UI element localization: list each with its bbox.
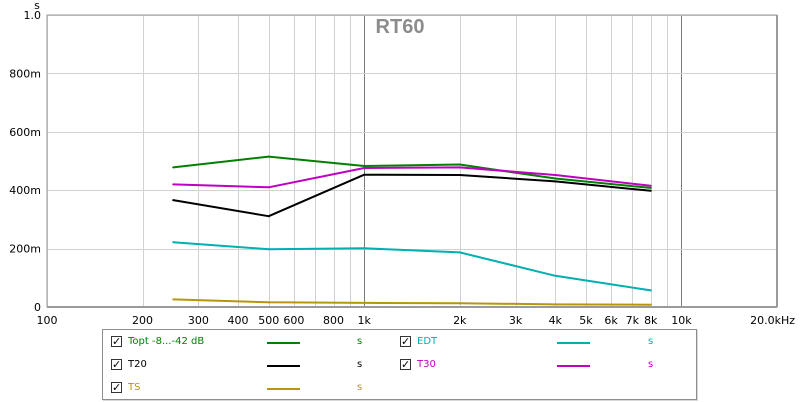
data-point: [267, 215, 270, 218]
legend-entry-ts[interactable]: ✓ TS s: [111, 380, 401, 398]
data-point: [172, 166, 175, 169]
x-tick-label: 10k: [671, 314, 692, 327]
x-tick-label: 400: [228, 314, 249, 327]
legend-swatch: [557, 342, 590, 344]
legend-entry-t30[interactable]: ✓ T30 s: [400, 357, 690, 375]
data-point: [267, 301, 270, 304]
data-point: [363, 173, 366, 176]
y-axis-label: s: [34, 0, 40, 12]
x-tick-label: 5k: [579, 314, 593, 327]
x-tick-label: 4k: [549, 314, 563, 327]
data-point: [458, 251, 461, 254]
x-tick-label: 600: [283, 314, 304, 327]
data-point: [649, 289, 652, 292]
legend-label: TS: [128, 382, 141, 393]
y-tick-label: 0: [34, 301, 41, 314]
legend-unit: s: [357, 336, 363, 347]
data-point: [458, 174, 461, 177]
series-line: [173, 173, 651, 218]
x-tick-label: 1k: [358, 314, 372, 327]
y-tick-label: 800m: [9, 67, 41, 80]
data-point: [649, 189, 652, 192]
x-tick-label: 200: [132, 314, 153, 327]
x-tick-label: 2k: [453, 314, 467, 327]
data-point: [554, 177, 557, 180]
data-point: [267, 248, 270, 251]
series-edt: [172, 241, 652, 292]
series-t30: [172, 166, 652, 189]
data-point: [172, 298, 175, 301]
data-point: [267, 155, 270, 158]
legend-unit: s: [357, 382, 363, 393]
data-point: [649, 303, 652, 306]
data-point: [554, 274, 557, 277]
legend-entry-t20[interactable]: ✓ T20 s: [111, 357, 401, 375]
series-t20: [172, 173, 652, 218]
x-tick-label: 500: [258, 314, 279, 327]
series-topt-8-42-db: [172, 155, 652, 189]
x-tick-label: 300: [188, 314, 209, 327]
legend-label: T20: [128, 359, 147, 370]
legend-entry-topt[interactable]: ✓ Topt -8...-42 dB s: [111, 334, 401, 352]
x-tick-label: 20.0kHz: [750, 314, 795, 327]
series-line: [173, 166, 651, 189]
data-point: [554, 303, 557, 306]
x-axis-ticks: 100 200 300 400 500 600 800 1k 2k 3k 4k 5k 6k 7k 8k 10k…: [37, 314, 796, 327]
legend-checkbox[interactable]: ✓: [400, 358, 411, 371]
data-point: [554, 174, 557, 177]
legend-entry-edt[interactable]: ✓ EDT s: [400, 334, 690, 352]
x-tick-label: 100: [37, 314, 58, 327]
x-tick-label: 8k: [644, 314, 658, 327]
plot-area: [46, 14, 778, 308]
x-tick-label: 6k: [604, 314, 618, 327]
data-point: [363, 167, 366, 170]
legend-checkbox[interactable]: ✓: [111, 358, 122, 371]
y-tick-label: 400m: [9, 184, 41, 197]
legend-unit: s: [648, 336, 654, 347]
x-tick-label: 3k: [509, 314, 523, 327]
x-tick-label: 800: [323, 314, 344, 327]
y-axis-ticks: 0 200m 400m 600m 800m 1.0: [9, 9, 41, 314]
legend-label: T30: [417, 359, 436, 370]
legend-swatch: [267, 342, 300, 344]
data-point: [267, 186, 270, 189]
data-point: [172, 241, 175, 244]
data-point: [554, 180, 557, 183]
data-point: [172, 199, 175, 202]
legend-unit: s: [357, 359, 363, 370]
data-point: [458, 163, 461, 166]
y-tick-label: 600m: [9, 126, 41, 139]
chart-title: RT60: [376, 16, 425, 38]
data-point: [363, 247, 366, 250]
data-point: [458, 166, 461, 169]
plot-frame: [46, 14, 778, 308]
legend-unit: s: [648, 359, 654, 370]
legend: ✓ Topt -8...-42 dB s ✓ EDT s ✓ T20 s ✓ T…: [102, 329, 697, 400]
y-tick-label: 200m: [9, 243, 41, 256]
series-line: [173, 241, 651, 292]
series-line: [173, 298, 651, 306]
data-point: [458, 302, 461, 305]
legend-swatch: [267, 388, 300, 390]
data-point: [172, 183, 175, 186]
data-point: [649, 184, 652, 187]
series-line: [173, 155, 651, 189]
series-lines: [172, 155, 652, 306]
legend-swatch: [557, 365, 590, 367]
data-point: [649, 186, 652, 189]
legend-label: EDT: [417, 336, 438, 347]
data-point: [363, 301, 366, 304]
legend-checkbox[interactable]: ✓: [111, 335, 122, 348]
legend-label: Topt -8...-42 dB: [128, 336, 205, 347]
data-point: [363, 164, 366, 167]
y-tick-label: 1.0: [24, 9, 42, 22]
legend-swatch: [267, 365, 300, 367]
x-tick-label: 7k: [626, 314, 640, 327]
legend-checkbox[interactable]: ✓: [111, 381, 122, 394]
series-ts: [172, 298, 652, 306]
rt60-chart: 100 200 300 400 500 600 800 1k 2k 3k 4k 5k 6k 7k 8k 10k…: [9, 0, 796, 327]
legend-checkbox[interactable]: ✓: [400, 335, 411, 348]
